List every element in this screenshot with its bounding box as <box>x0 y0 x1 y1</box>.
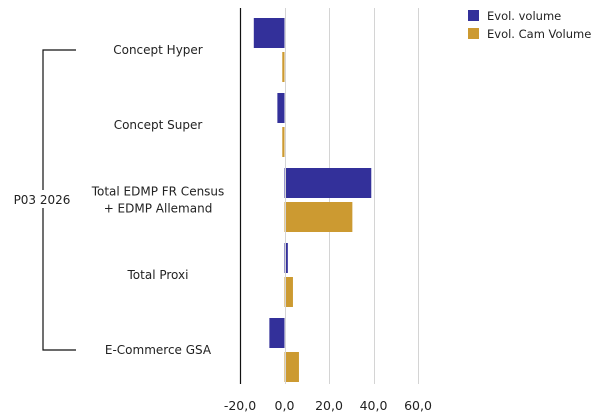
legend-swatch-0 <box>468 10 479 21</box>
category-labels: Concept Hyper Concept Super Total EDMP FR … <box>91 43 225 357</box>
bar-evol-cam-volume-2 <box>284 202 353 232</box>
bar-evol-cam-volume-4 <box>284 352 299 382</box>
x-tick-labels: -20,0 0,0 20,0 40,0 60,0 <box>224 398 432 413</box>
group-label: P03 2026 <box>14 193 71 207</box>
category-label-0: Concept Hyper <box>113 43 203 57</box>
legend-swatch-1 <box>468 28 479 39</box>
bar-evol-volume-0 <box>253 18 285 48</box>
bar-evol-volume-3 <box>284 243 288 273</box>
axis-layer <box>239 8 286 384</box>
bar-layer <box>253 18 372 382</box>
category-label-3: Total Proxi <box>127 268 189 282</box>
bar-evol-volume-2 <box>284 168 372 198</box>
x-tick-label-0: -20,0 <box>224 398 256 413</box>
group-bracket: P03 2026 <box>8 49 76 351</box>
x-tick-label-4: 60,0 <box>404 398 432 413</box>
x-tick-label-1: 0,0 <box>275 398 295 413</box>
legend: Evol. volume Evol. Cam Volume <box>468 9 591 41</box>
bar-evol-volume-4 <box>269 318 285 348</box>
legend-label-1: Evol. Cam Volume <box>487 27 591 41</box>
legend-label-0: Evol. volume <box>487 9 561 23</box>
category-label-1: Concept Super <box>114 118 203 132</box>
bar-evol-cam-volume-3 <box>284 277 293 307</box>
category-label-2-line-1: + EDMP Allemand <box>104 202 213 216</box>
group-label-bg <box>8 190 76 208</box>
category-label-2-line-0: Total EDMP FR Census <box>91 185 225 199</box>
x-tick-label-2: 20,0 <box>315 398 343 413</box>
bar-evol-cam-volume-1 <box>282 127 285 157</box>
bar-evol-volume-1 <box>277 93 285 123</box>
x-tick-label-3: 40,0 <box>360 398 388 413</box>
category-label-4: E-Commerce GSA <box>105 343 212 357</box>
bar-evol-cam-volume-0 <box>282 52 285 82</box>
